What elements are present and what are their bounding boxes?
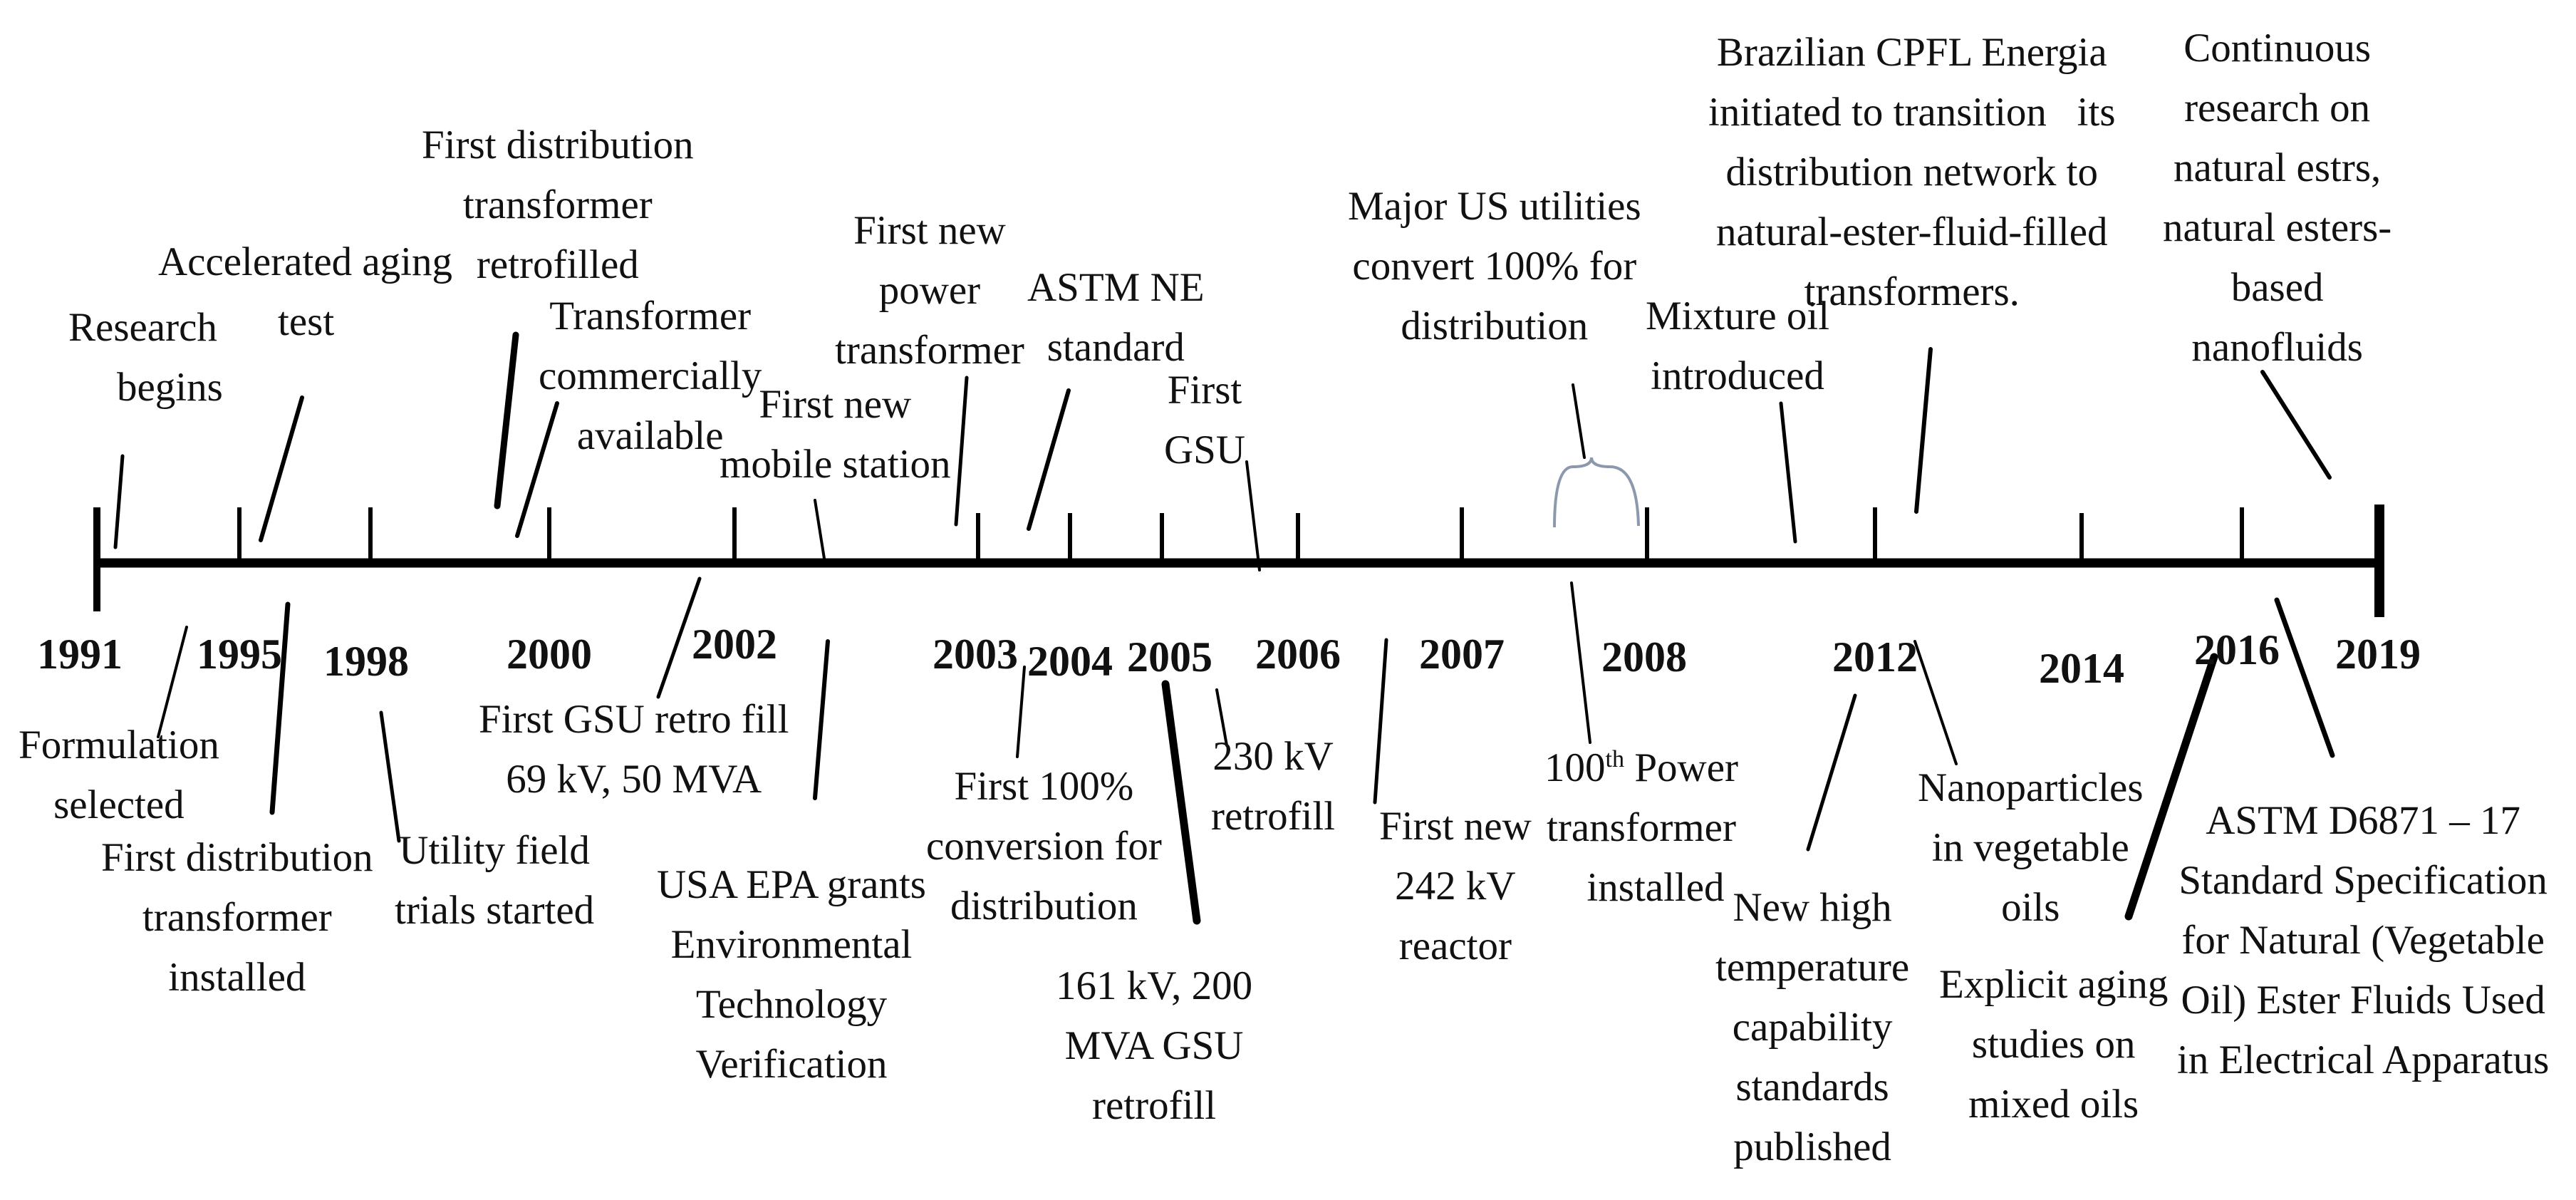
connector-100th xyxy=(1570,581,1591,744)
year-2014: 2014 xyxy=(2039,645,2124,692)
event-first-distribution-retrofilled: First distribution transformer retrofilled xyxy=(422,123,694,287)
connector-mobile xyxy=(814,499,826,564)
year-2019: 2019 xyxy=(2335,631,2421,678)
event-mixture-oil-introduced: Mixture oil introduced xyxy=(1646,294,1830,398)
event-first-new-power-transformer: First new power transformer xyxy=(835,208,1024,373)
connector-aging xyxy=(259,395,304,542)
connector-230kv xyxy=(1215,688,1228,747)
connector-nanoparticles xyxy=(1913,640,1958,765)
connector-mixture xyxy=(1779,401,1797,544)
event-new-high-temperature: New high temperature capability standards pu… xyxy=(1715,885,1910,1169)
connector-epa xyxy=(813,639,830,800)
event-first-new-242kv-reactor: First new 242 kV reactor xyxy=(1379,804,1532,968)
year-1991: 1991 xyxy=(37,631,123,678)
connector-research xyxy=(113,454,125,549)
event-first-new-mobile-station: First new mobile station xyxy=(720,382,951,487)
year-ticks xyxy=(237,507,2244,563)
event-161kv-gsu-retrofill: 161 kV, 200 MVA GSU retrofill xyxy=(1056,963,1253,1128)
connector-161kv xyxy=(1161,680,1201,925)
connector-formulation xyxy=(157,626,188,738)
superscript-th: th xyxy=(1605,746,1625,772)
connector-dist-installed xyxy=(269,601,291,815)
connector-distribution-retrofilled xyxy=(494,331,519,510)
year-2002: 2002 xyxy=(692,621,777,668)
event-nanoparticles-vegetable-oils: Nanoparticles in vegetable oils xyxy=(1918,765,2144,930)
event-first-distribution-installed: First distribution transformer installed xyxy=(101,835,373,1000)
year-2000: 2000 xyxy=(507,631,592,678)
year-2005: 2005 xyxy=(1127,633,1212,681)
event-major-us-utilities: Major US utilities convert 100% for distri… xyxy=(1348,184,1641,348)
connector-242kv xyxy=(1373,638,1388,805)
connector-continuous xyxy=(2260,370,2332,480)
connector-brazil xyxy=(1914,347,1933,514)
event-brazilian-cpfl: Brazilian CPFL Energia initiated to trans… xyxy=(1708,30,2116,314)
event-astm-ne-standard: ASTM NE standard xyxy=(1027,265,1205,370)
event-first-100-conversion: First 100% conversion for distribution xyxy=(926,764,1162,929)
event-formulation-selected: Formulation selected xyxy=(19,723,219,827)
event-utility-field-trials: Utility field trials started xyxy=(395,828,595,933)
connector-major-us xyxy=(1572,383,1586,459)
year-2006: 2006 xyxy=(1255,631,1341,678)
event-100th-power-transformer: 100th Power transformer installed xyxy=(1544,745,1738,910)
event-first-gsu-retro-fill: First GSU retro fill 69 kV, 50 MVA xyxy=(479,697,789,802)
connector-utility xyxy=(379,710,401,843)
connector-new-high xyxy=(1806,693,1857,852)
connector-astm-ne xyxy=(1027,388,1071,531)
year-1998: 1998 xyxy=(323,638,409,685)
event-transformer-commercially-available: Transformer commercially available xyxy=(539,294,762,458)
event-astm-d6871: ASTM D6871 – 17 Standard Specification for… xyxy=(2177,798,2550,1082)
event-accelerated-aging: Accelerated aging test xyxy=(158,239,452,344)
connector-astm-d6871 xyxy=(2274,597,2335,758)
event-explicit-aging-studies: Explicit aging studies on mixed oils xyxy=(1939,962,2169,1127)
year-2008: 2008 xyxy=(1601,633,1687,681)
connector-power-transformer xyxy=(954,376,969,527)
connector-lines xyxy=(113,331,2335,925)
connector-gsu xyxy=(1245,460,1261,571)
event-usa-epa-grants: USA EPA grants Environmental Technology Ver… xyxy=(657,862,926,1087)
year-2004: 2004 xyxy=(1027,638,1113,685)
event-230kv-retrofill: 230 kV retrofill xyxy=(1211,734,1336,839)
year-1995: 1995 xyxy=(197,631,282,678)
event-first-gsu: First GSU xyxy=(1164,368,1246,472)
connector-gsu-retrofill xyxy=(656,576,702,699)
connector-explicit xyxy=(2124,653,2218,921)
year-2016: 2016 xyxy=(2194,626,2280,673)
connector-first-100 xyxy=(1016,666,1026,758)
event-research-begins: Research begins xyxy=(68,305,223,410)
year-2012: 2012 xyxy=(1832,633,1918,681)
year-2003: 2003 xyxy=(933,631,1018,678)
event-continuous-research: Continuous research on natural estrs, natur… xyxy=(2163,26,2392,370)
year-2007: 2007 xyxy=(1419,631,1505,678)
brace-2007-2008 xyxy=(1553,457,1640,528)
connector-commercially xyxy=(515,401,559,538)
